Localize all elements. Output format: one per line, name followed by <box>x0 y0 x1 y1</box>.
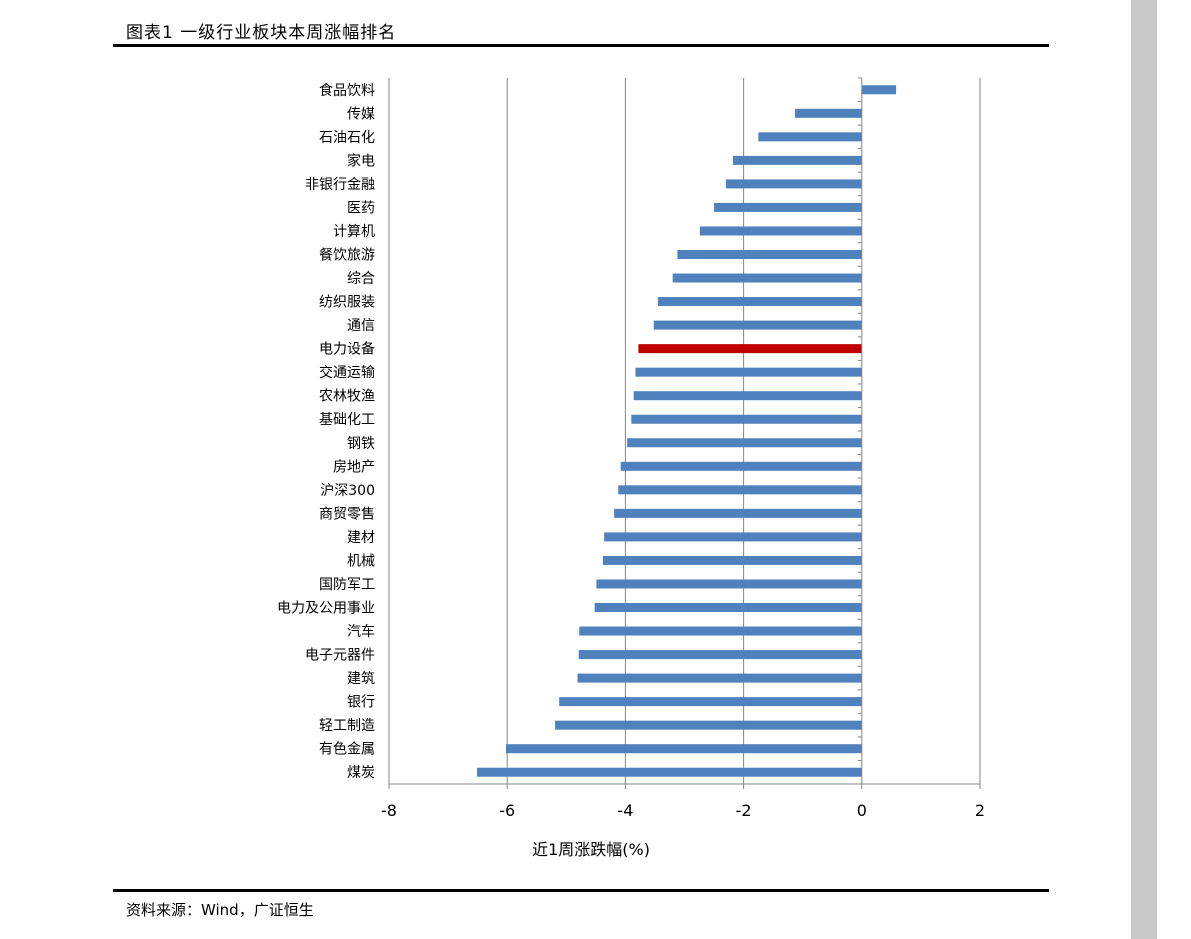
x-tick-label: -4 <box>617 801 633 820</box>
top-rule <box>113 44 1049 47</box>
bar <box>618 485 862 495</box>
category-label: 家电 <box>347 152 375 169</box>
category-label: 基础化工 <box>319 411 375 428</box>
bar <box>758 132 862 142</box>
bar <box>579 626 862 636</box>
category-label: 综合 <box>347 271 375 287</box>
figure-title: 图表1 一级行业板块本周涨幅排名 <box>126 23 397 43</box>
category-label: 计算机 <box>333 224 375 240</box>
bar <box>578 650 862 660</box>
source-note: 资料来源：Wind，广证恒生 <box>126 901 314 919</box>
x-tick-labels: -8 -6 -4 -2 0 2 <box>381 801 985 820</box>
category-label: 国防军工 <box>319 577 375 593</box>
category-label: 建筑 <box>347 671 375 687</box>
category-label: 医药 <box>347 200 375 216</box>
category-label: 传媒 <box>347 106 375 122</box>
category-label: 石油石化 <box>319 130 375 146</box>
category-label: 食品饮料 <box>319 82 375 99</box>
category-label: 汽车 <box>347 623 375 640</box>
category-label: 电力及公用事业 <box>277 601 375 617</box>
category-label: 机械 <box>347 553 375 569</box>
x-tick-label: 0 <box>857 801 867 820</box>
category-label: 钢铁 <box>347 436 375 452</box>
bars <box>477 85 897 777</box>
category-label: 纺织服装 <box>319 295 375 311</box>
bar <box>653 320 862 330</box>
category-label: 轻工制造 <box>319 718 375 734</box>
category-labels: 食品饮料传媒石油石化家电非银行金融医药计算机餐饮旅游综合纺织服装通信电力设备交通… <box>277 82 375 781</box>
bar <box>614 508 862 518</box>
category-label: 建材 <box>347 530 375 546</box>
bar <box>594 603 862 612</box>
bottom-rule <box>113 889 1049 892</box>
category-label: 电子元器件 <box>305 648 375 664</box>
bar <box>604 532 862 542</box>
bar <box>699 226 862 236</box>
category-label: 商贸零售 <box>319 506 375 522</box>
x-tick-label: -2 <box>736 801 752 820</box>
x-tick-label: -8 <box>381 801 397 820</box>
scrollbar[interactable] <box>1131 0 1157 939</box>
bar <box>795 108 862 118</box>
bar <box>620 461 862 471</box>
x-tick-label: -6 <box>499 801 515 820</box>
bar <box>657 297 862 307</box>
bar <box>714 202 862 212</box>
category-label: 通信 <box>347 318 375 334</box>
bar <box>672 273 862 283</box>
bar <box>861 85 897 95</box>
category-label: 房地产 <box>333 459 375 475</box>
bar <box>555 720 862 730</box>
bar <box>477 767 862 777</box>
category-label: 电力设备 <box>319 341 375 358</box>
category-label: 沪深300 <box>320 483 375 499</box>
axes <box>388 77 981 789</box>
bar <box>638 344 862 354</box>
grid-lines <box>388 78 981 784</box>
bar <box>506 744 862 754</box>
x-axis-title: 近1周涨跌幅(%) <box>532 840 650 859</box>
category-label: 银行 <box>347 695 375 711</box>
bar <box>635 367 862 377</box>
bar <box>633 391 862 401</box>
x-tick-label: 2 <box>975 801 985 820</box>
category-label: 煤炭 <box>347 765 375 781</box>
category-label: 交通运输 <box>319 364 375 381</box>
bar <box>577 673 862 683</box>
bar <box>725 179 862 189</box>
category-label: 有色金属 <box>319 741 375 758</box>
bar <box>602 555 862 565</box>
bar <box>596 579 862 589</box>
category-label: 餐饮旅游 <box>319 248 375 264</box>
bar <box>631 414 862 424</box>
bar <box>677 250 862 259</box>
category-label: 农林牧渔 <box>319 389 375 405</box>
bar <box>559 697 862 707</box>
category-label: 非银行金融 <box>305 177 375 193</box>
bar <box>732 155 862 165</box>
bar <box>627 438 862 448</box>
